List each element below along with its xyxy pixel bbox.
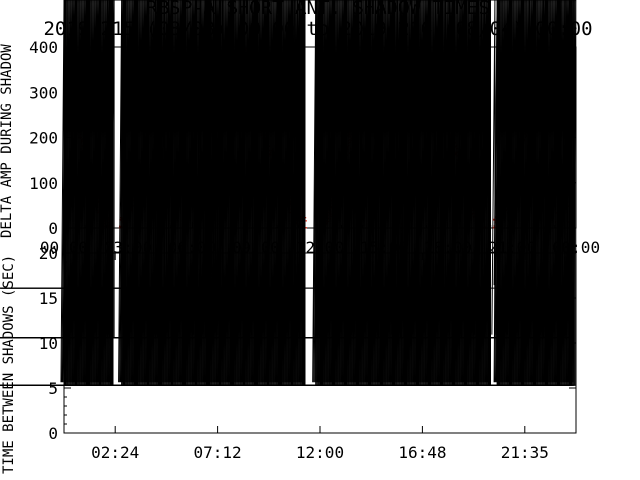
top-y-tick-label: 100 xyxy=(29,174,58,193)
top-data-point xyxy=(305,227,307,229)
bottom-x-axis: 02:24 07:12 12:00 16:48 21:35 xyxy=(91,253,549,462)
top-y-tick-label: 300 xyxy=(29,83,58,102)
bottom-y-axis: 0 5 10 15 20 xyxy=(39,244,576,443)
bottom-x-tick-label: 16:48 xyxy=(398,443,446,462)
top-data-point xyxy=(493,219,495,221)
bottom-y-tick-label: 0 xyxy=(48,424,58,443)
bottom-x-tick-label: 21:35 xyxy=(501,443,549,462)
top-y-tick-label: 200 xyxy=(29,129,58,148)
bottom-y-axis-label: TIME BETWEEN SHADOWS (SEC) xyxy=(1,255,17,474)
bottom-x-tick-label: 07:12 xyxy=(194,443,242,462)
top-y-axis-label: DELTA AMP DURING SHADOW xyxy=(0,44,15,238)
bottom-data-points xyxy=(0,0,577,386)
top-y-tick-label: 400 xyxy=(29,38,58,57)
bottom-y-tick-label: 10 xyxy=(39,334,58,353)
bottom-data-point xyxy=(0,0,498,289)
top-data-point xyxy=(305,220,307,222)
bottom-y-tick-label: 20 xyxy=(39,244,58,263)
bottom-y-tick-label: 15 xyxy=(39,289,58,308)
top-data-point xyxy=(304,217,307,219)
top-y-tick-label: 0 xyxy=(48,219,58,238)
bottom-x-tick-label: 02:24 xyxy=(91,443,139,462)
bottom-x-tick-label: 12:00 xyxy=(296,443,344,462)
bottom-panel: 02:24 07:12 12:00 16:48 21:35 0 5 10 15 20 TIME … xyxy=(0,0,577,474)
bottom-y-tick-label: 5 xyxy=(48,379,58,398)
